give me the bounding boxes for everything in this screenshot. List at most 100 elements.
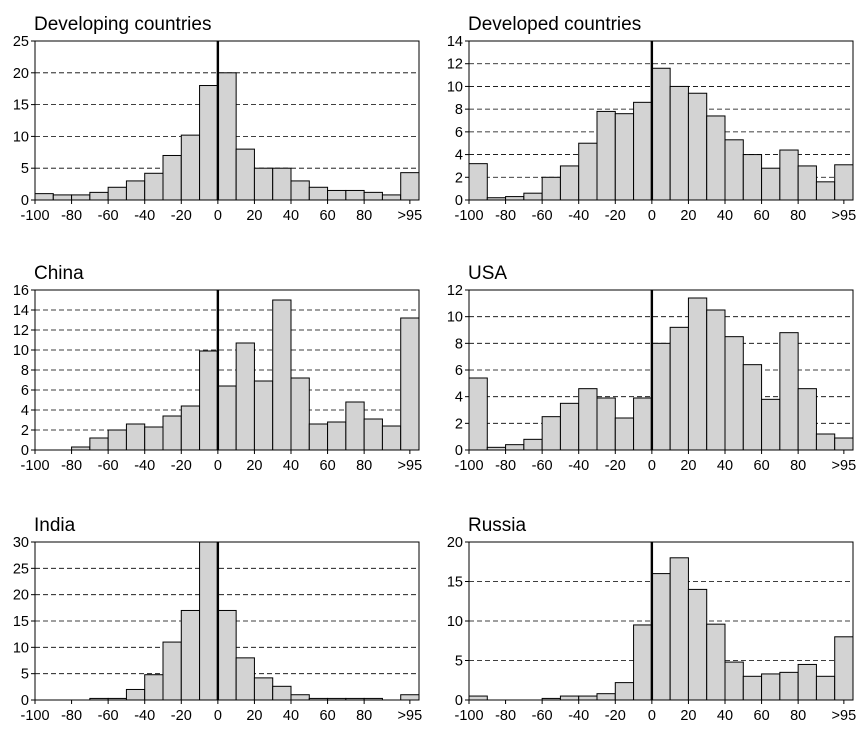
histogram-bar bbox=[125, 180, 146, 201]
histogram-bar bbox=[559, 402, 580, 451]
y-tick-label: 14 bbox=[13, 303, 29, 319]
y-tick-label: 12 bbox=[447, 57, 463, 73]
x-tick-label: -60 bbox=[98, 708, 119, 724]
x-tick-label: -20 bbox=[605, 208, 626, 224]
x-tick-label: -100 bbox=[454, 708, 483, 724]
y-tick-label: 0 bbox=[455, 443, 463, 459]
histogram-bar bbox=[779, 332, 799, 451]
x-tick-label: >95 bbox=[398, 708, 423, 724]
chart-title: Developed countries bbox=[468, 14, 641, 35]
chart-panel: India 0 5 10 15 20 25 30 -100 -80 -60 -40 -20 0 20 40 60… bbox=[13, 515, 422, 724]
histogram-bar bbox=[815, 181, 836, 201]
x-tick-label: 40 bbox=[717, 708, 733, 724]
y-tick-label: 25 bbox=[13, 34, 29, 50]
histogram-bar bbox=[651, 573, 671, 701]
x-tick-label: 80 bbox=[356, 458, 372, 474]
y-tick-label: 5 bbox=[21, 161, 29, 177]
histogram-bar bbox=[724, 139, 744, 201]
histogram-bar bbox=[834, 164, 854, 201]
histogram-bar bbox=[89, 191, 109, 201]
x-tick-label: 80 bbox=[790, 208, 806, 224]
y-tick-label: 10 bbox=[447, 614, 463, 630]
histogram-bar bbox=[272, 685, 292, 701]
x-tick-label: 0 bbox=[648, 208, 656, 224]
x-tick-label: -60 bbox=[532, 458, 553, 474]
histogram-bar bbox=[633, 101, 653, 201]
histogram-bar bbox=[761, 673, 781, 701]
histogram-bar bbox=[400, 317, 420, 451]
x-tick-label: -40 bbox=[568, 208, 589, 224]
histogram-bar bbox=[651, 342, 671, 451]
y-tick-label: 6 bbox=[455, 125, 463, 141]
histogram-bar bbox=[505, 444, 525, 451]
histogram-bar bbox=[596, 693, 616, 701]
histogram-bar bbox=[290, 377, 310, 451]
x-tick-label: 40 bbox=[283, 458, 299, 474]
x-tick-label: -80 bbox=[495, 208, 516, 224]
x-tick-label: 60 bbox=[754, 208, 770, 224]
y-tick-label: 10 bbox=[13, 129, 29, 145]
histogram-bar bbox=[272, 299, 292, 451]
x-tick-label: -80 bbox=[495, 708, 516, 724]
x-tick-label: 60 bbox=[320, 708, 336, 724]
y-tick-label: 14 bbox=[447, 34, 463, 50]
chart-title: USA bbox=[468, 263, 507, 284]
histogram-bar bbox=[669, 85, 689, 201]
histogram-bar bbox=[272, 167, 292, 201]
histogram-bar bbox=[180, 405, 201, 451]
x-tick-label: >95 bbox=[398, 208, 423, 224]
x-tick-label: 20 bbox=[680, 458, 696, 474]
histogram-bar bbox=[468, 695, 488, 701]
histogram-bar bbox=[578, 695, 598, 701]
x-tick-label: >95 bbox=[832, 708, 857, 724]
x-tick-label: 80 bbox=[790, 458, 806, 474]
x-tick-label: 20 bbox=[680, 708, 696, 724]
x-tick-label: 80 bbox=[356, 708, 372, 724]
y-tick-label: 20 bbox=[13, 66, 29, 82]
x-tick-label: -20 bbox=[605, 458, 626, 474]
y-tick-label: 20 bbox=[13, 588, 29, 604]
histogram-bar bbox=[290, 180, 310, 201]
histogram-bar bbox=[125, 688, 146, 701]
histogram-bar bbox=[125, 423, 146, 451]
histogram-bar bbox=[633, 624, 653, 701]
histogram-bar bbox=[797, 388, 817, 451]
histogram-bar bbox=[199, 350, 219, 451]
histogram-bar bbox=[706, 623, 726, 701]
histogram-bar bbox=[34, 193, 54, 201]
histogram-bar bbox=[687, 92, 708, 201]
histogram-bar bbox=[559, 165, 580, 201]
histogram-bar bbox=[761, 167, 781, 201]
x-tick-label: -60 bbox=[532, 208, 553, 224]
x-tick-label: -80 bbox=[61, 208, 82, 224]
x-tick-label: 40 bbox=[717, 208, 733, 224]
y-tick-label: 10 bbox=[13, 640, 29, 656]
y-tick-label: 4 bbox=[455, 390, 463, 406]
chart-panel: Developing countries 0 5 10 15 20 25 -100 -80 -60… bbox=[13, 14, 422, 224]
y-tick-label: 2 bbox=[455, 170, 463, 186]
x-tick-label: -60 bbox=[532, 708, 553, 724]
y-tick-label: 16 bbox=[13, 283, 29, 299]
y-tick-label: 8 bbox=[455, 336, 463, 352]
histogram-bar bbox=[541, 416, 561, 451]
x-tick-label: 0 bbox=[214, 708, 222, 724]
x-tick-label: -20 bbox=[605, 708, 626, 724]
y-tick-label: 0 bbox=[21, 193, 29, 209]
histogram-bar bbox=[52, 194, 73, 201]
histogram-bar bbox=[596, 397, 616, 451]
x-tick-label: 60 bbox=[754, 458, 770, 474]
x-tick-label: 20 bbox=[246, 208, 262, 224]
y-tick-label: 12 bbox=[447, 283, 463, 299]
x-tick-label: 80 bbox=[356, 208, 372, 224]
histogram-bar bbox=[834, 636, 854, 701]
x-tick-label: 40 bbox=[283, 708, 299, 724]
histogram-bar bbox=[742, 154, 763, 201]
histogram-bar bbox=[468, 163, 488, 201]
histogram-bar bbox=[400, 172, 420, 201]
x-tick-label: 40 bbox=[717, 458, 733, 474]
y-tick-label: 8 bbox=[21, 363, 29, 379]
y-tick-label: 0 bbox=[21, 693, 29, 709]
plot-frame bbox=[34, 40, 420, 201]
y-tick-label: 4 bbox=[21, 403, 29, 419]
histogram-bar bbox=[199, 85, 219, 201]
